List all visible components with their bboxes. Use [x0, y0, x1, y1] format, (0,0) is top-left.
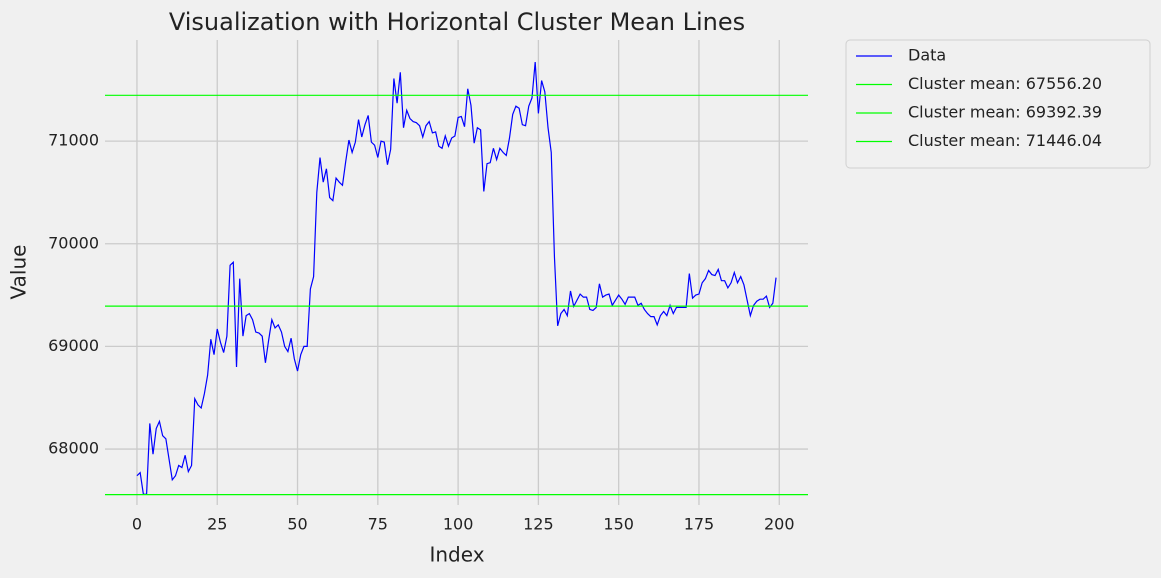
- legend-box: [845, 39, 1151, 169]
- y-tick-label: 70000: [48, 233, 99, 252]
- x-tick-label: 125: [523, 515, 554, 534]
- plot-area: 0 25 50 75 100 125 150 175 200 68000 69000 70000 710…: [48, 40, 808, 534]
- y-tick-label: 69000: [48, 336, 99, 355]
- x-tick-label: 200: [764, 515, 795, 534]
- x-tick-label: 75: [368, 515, 388, 534]
- x-axis-label: Index: [429, 543, 484, 567]
- legend-label: Data: [908, 46, 946, 65]
- legend-label: Cluster mean: 69392.39: [908, 103, 1102, 122]
- y-tick-label: 68000: [48, 439, 99, 458]
- x-tick-label: 0: [132, 515, 142, 534]
- x-tick-label: 150: [603, 515, 634, 534]
- x-tick-label: 50: [287, 515, 307, 534]
- data-line: [136, 62, 777, 495]
- chart-title: Visualization with Horizontal Cluster Me…: [169, 8, 745, 36]
- y-axis-label: Value: [7, 245, 31, 300]
- x-tick-label: 100: [443, 515, 474, 534]
- legend-label: Cluster mean: 71446.04: [908, 131, 1102, 150]
- legend: Data Cluster mean: 67556.20 Cluster mean: …: [845, 39, 1151, 169]
- legend-label: Cluster mean: 67556.20: [908, 74, 1102, 93]
- x-tick-label: 25: [207, 515, 227, 534]
- y-tick-label: 71000: [48, 131, 99, 150]
- x-tick-label: 175: [684, 515, 715, 534]
